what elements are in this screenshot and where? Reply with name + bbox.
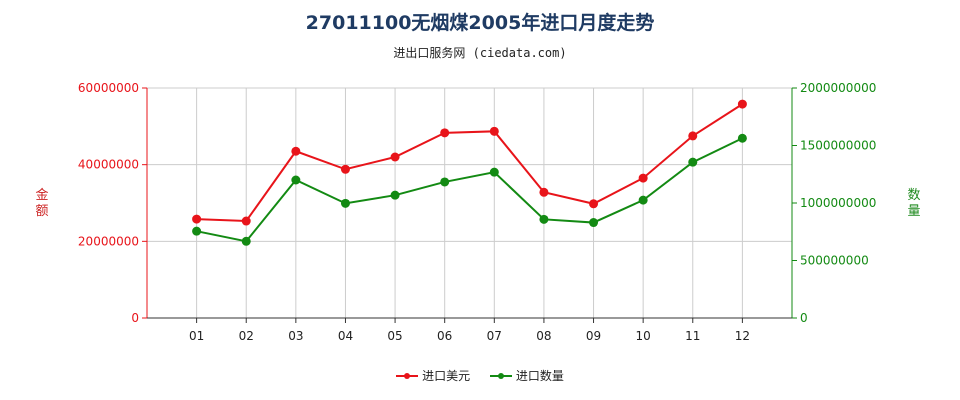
series-line-quantity bbox=[196, 137, 743, 243]
data-point-quantity bbox=[737, 133, 747, 143]
legend-item-value[interactable]: 进口美元 bbox=[396, 367, 470, 384]
data-point-quantity bbox=[638, 195, 648, 205]
y-axis-left-label: 金额 bbox=[35, 188, 49, 219]
data-point-quantity bbox=[589, 218, 599, 228]
data-point-quantity bbox=[340, 198, 350, 208]
data-point-quantity bbox=[241, 236, 251, 246]
data-point-quantity bbox=[291, 175, 301, 185]
data-point-value bbox=[291, 146, 301, 156]
data-point-quantity bbox=[489, 167, 499, 177]
y-axis-left-tick-label: 40000000 bbox=[78, 158, 139, 172]
legend-label-quantity: 进口数量 bbox=[515, 369, 564, 383]
data-point-value bbox=[241, 216, 251, 226]
y-axis-right-tick-label: 0 bbox=[800, 311, 808, 325]
data-point-value bbox=[489, 126, 499, 136]
data-point-value bbox=[390, 152, 400, 162]
series-line-value bbox=[196, 103, 743, 223]
x-axis-tick-label: 03 bbox=[288, 329, 303, 343]
x-axis-tick-label: 10 bbox=[636, 329, 651, 343]
data-point-value bbox=[688, 131, 698, 141]
x-axis-tick-label: 11 bbox=[685, 329, 700, 343]
data-point-value bbox=[638, 173, 648, 183]
y-axis-left-tick-label: 60000000 bbox=[78, 81, 139, 95]
data-point-value bbox=[589, 199, 599, 209]
chart-subtitle: 进出口服务网 (ciedata.com) bbox=[393, 46, 567, 60]
data-point-quantity bbox=[192, 226, 202, 236]
data-point-value bbox=[539, 187, 549, 197]
chart-title: 27011100无烟煤2005年进口月度走势 bbox=[305, 12, 655, 34]
data-point-value bbox=[440, 128, 450, 138]
x-axis-tick-label: 04 bbox=[338, 329, 353, 343]
data-point-quantity bbox=[390, 190, 400, 200]
legend-swatch-value bbox=[396, 371, 419, 381]
y-axis-left-tick-label: 20000000 bbox=[78, 234, 139, 248]
data-point-quantity bbox=[440, 177, 450, 187]
x-axis-tick-label: 07 bbox=[487, 329, 502, 343]
x-axis-tick-label: 09 bbox=[586, 329, 601, 343]
y-axis-right-tick-label: 1500000000 bbox=[800, 139, 876, 153]
y-axis-right-label: 数量 bbox=[907, 188, 921, 219]
y-axis-right-tick-label: 1000000000 bbox=[800, 196, 876, 210]
y-axis-right-tick-label: 500000000 bbox=[800, 254, 869, 268]
x-axis-tick-label: 02 bbox=[239, 329, 254, 343]
x-axis-tick-label: 12 bbox=[735, 329, 750, 343]
legend-item-quantity[interactable]: 进口数量 bbox=[489, 367, 564, 384]
x-axis-tick-label: 06 bbox=[437, 329, 452, 343]
x-axis-tick-label: 01 bbox=[189, 329, 204, 343]
data-point-value bbox=[340, 164, 350, 174]
legend-swatch-quantity bbox=[489, 371, 512, 381]
y-axis-left-tick-label: 0 bbox=[131, 311, 139, 325]
legend-label-value: 进口美元 bbox=[422, 369, 471, 383]
data-point-quantity bbox=[688, 157, 698, 167]
y-axis-right-tick-label: 2000000000 bbox=[800, 81, 876, 95]
x-axis-tick-label: 08 bbox=[536, 329, 551, 343]
x-axis-tick-label: 05 bbox=[387, 329, 402, 343]
legend: 进口美元 进口数量 bbox=[0, 367, 960, 384]
data-point-value bbox=[192, 214, 202, 224]
data-point-quantity bbox=[539, 214, 549, 224]
data-point-value bbox=[737, 99, 747, 109]
